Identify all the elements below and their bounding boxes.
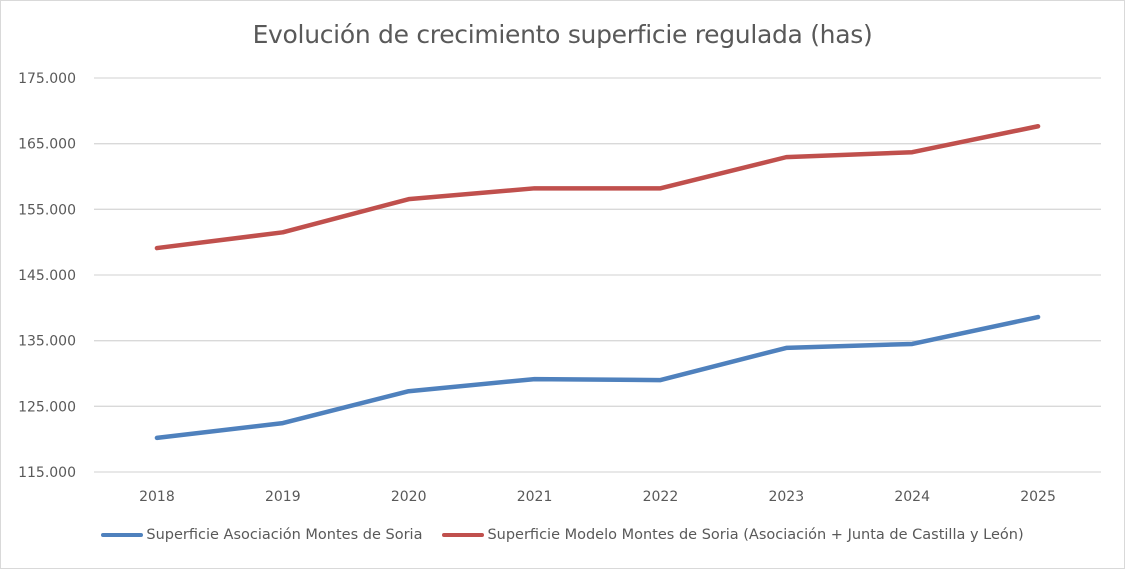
x-tick-label: 2019 [265,489,301,505]
x-tick-label: 2023 [768,489,804,505]
legend-swatch-modelo [442,533,485,537]
legend-item-modelo[interactable]: Superficie Modelo Montes de Soria (Asoci… [442,527,1024,543]
legend-item-asociacion[interactable]: Superficie Asociación Montes de Soria [101,527,422,543]
y-tick-label: 115.000 [18,465,76,481]
x-tick-label: 2021 [517,489,553,505]
x-tick-label: 2022 [643,489,679,505]
x-tick-label: 2018 [139,489,175,505]
x-tick-label: 2024 [894,489,930,505]
y-tick-label: 125.000 [18,399,76,415]
legend: Superficie Asociación Montes de Soria Su… [0,527,1125,543]
y-tick-label: 145.000 [18,268,76,284]
series-line-1 [154,124,1041,251]
legend-label-asociacion: Superficie Asociación Montes de Soria [146,527,423,543]
y-tick-label: 135.000 [18,334,76,350]
x-axis-ticks: 2018 2019 2020 2021 2022 2023 2024 2025 [139,489,1056,505]
series-lines [154,124,1041,441]
legend-label-modelo: Superficie Modelo Montes de Soria (Asoci… [487,527,1024,543]
y-tick-label: 175.000 [18,71,76,87]
legend-swatch-asociacion [101,533,144,537]
y-tick-label: 165.000 [18,137,76,153]
chart-title: Evolución de crecimiento superficie regu… [252,20,873,49]
x-tick-label: 2025 [1020,489,1056,505]
series-line-0 [154,314,1041,441]
y-tick-label: 155.000 [18,202,76,218]
x-tick-label: 2020 [391,489,427,505]
gridlines [94,77,1101,473]
y-axis-ticks: 115.000 125.000 135.000 145.000 155.000 165.0… [18,71,76,481]
